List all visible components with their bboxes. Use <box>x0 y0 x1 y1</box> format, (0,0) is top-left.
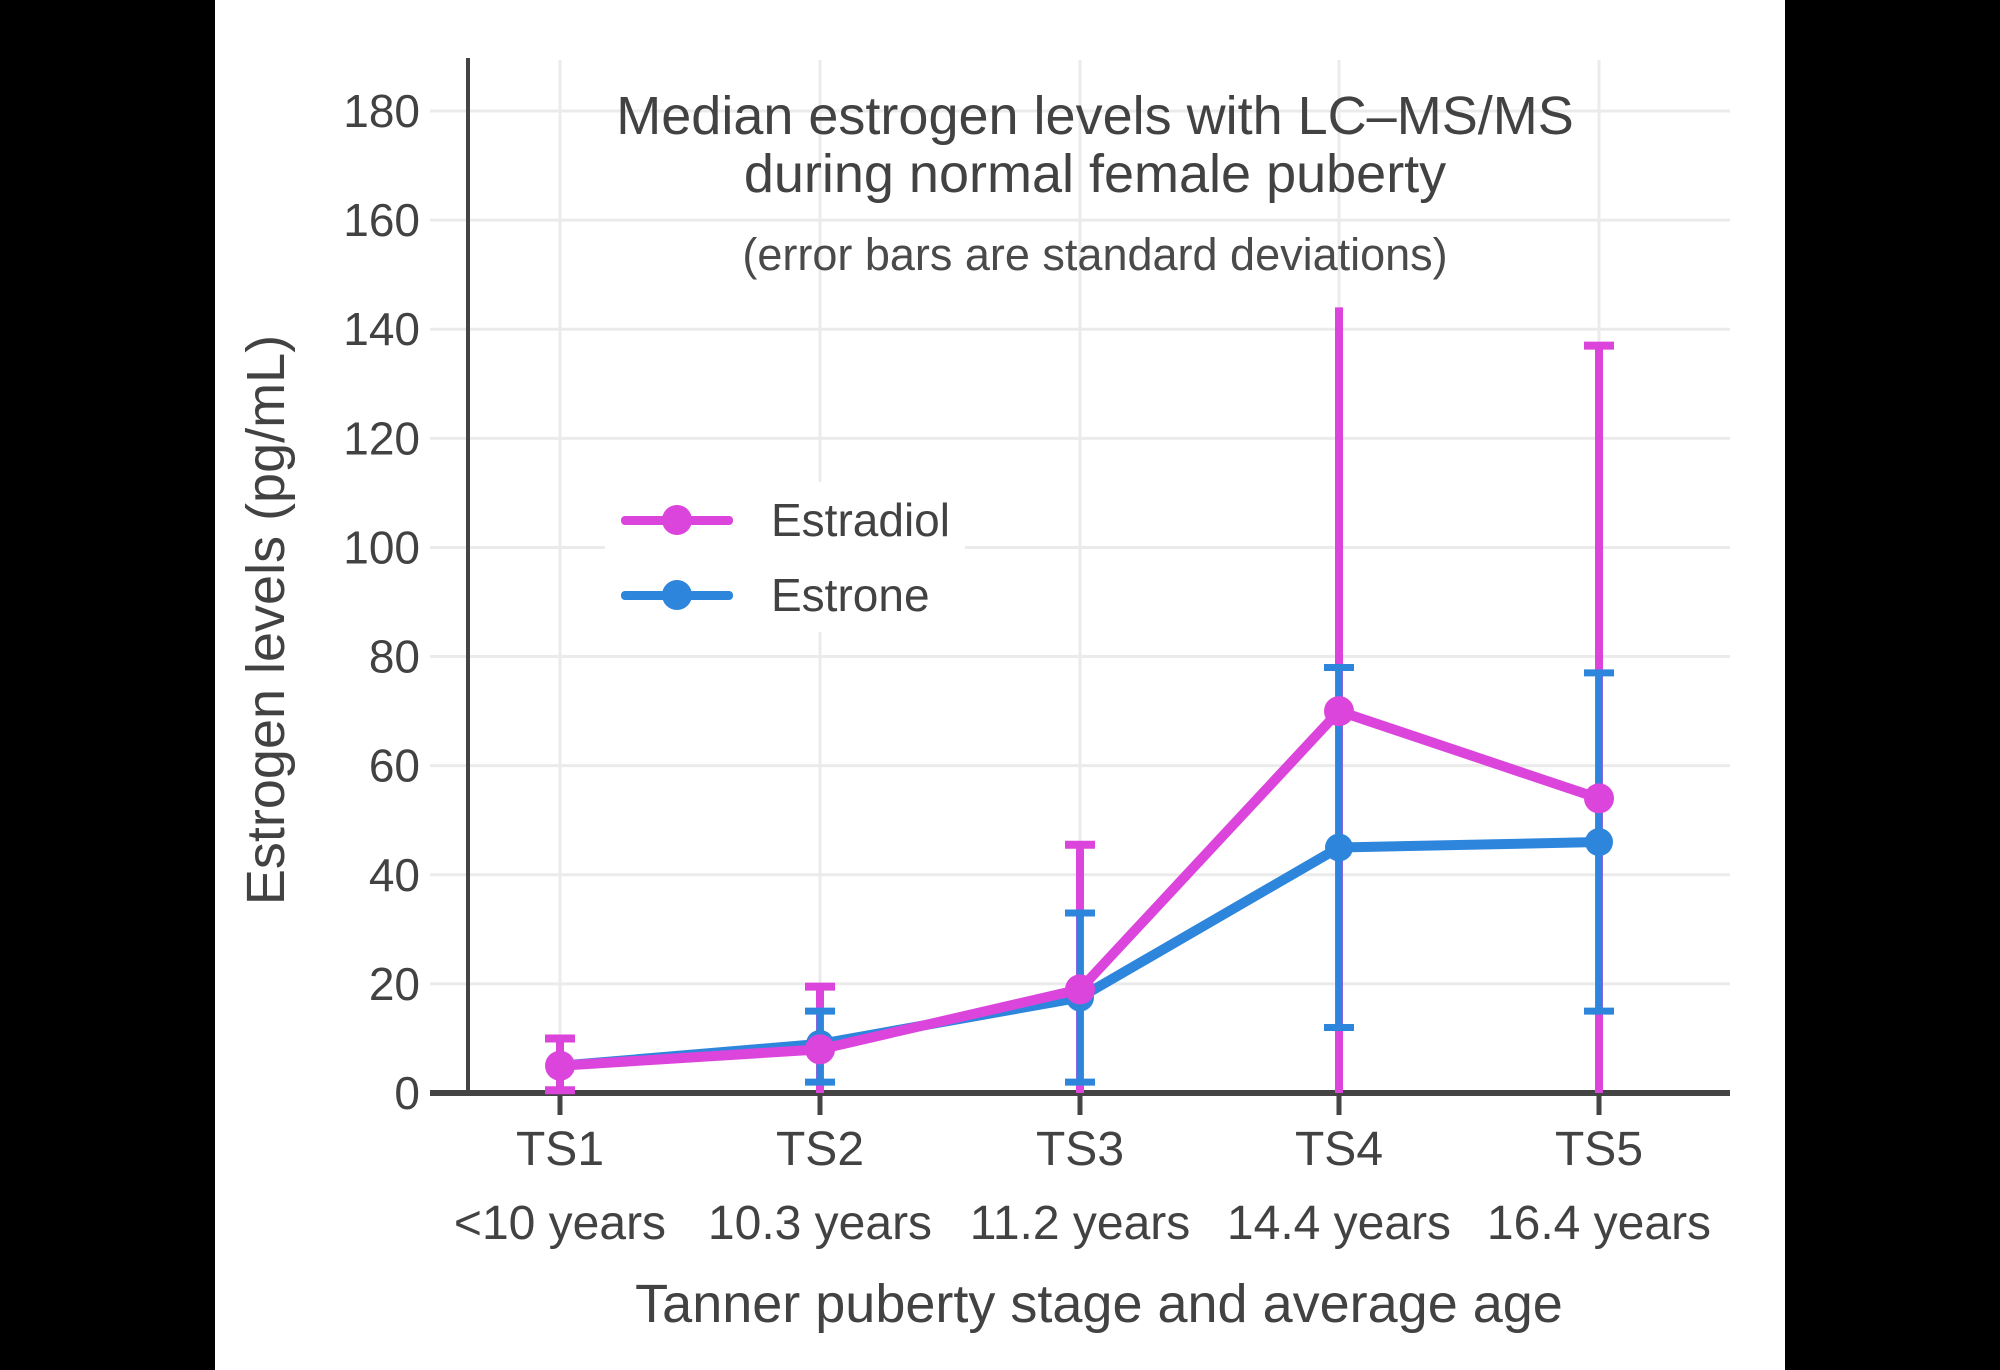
chart-title-line1: Median estrogen levels with LC–MS/MS <box>616 86 1574 146</box>
y-tick-label: 0 <box>394 1067 420 1119</box>
legend-marker-estradiol <box>662 504 692 535</box>
legend-item-estradiol[interactable]: Estradiol <box>605 493 965 547</box>
x-tick-label-stage: TS5 <box>1555 1123 1643 1176</box>
legend-swatch-estrone <box>621 579 733 611</box>
x-tick-label-stage: TS2 <box>776 1123 864 1176</box>
y-tick-label: 180 <box>343 85 420 137</box>
x-tick-label-age: 14.4 years <box>1227 1197 1451 1250</box>
marker-estradiol <box>545 1050 575 1081</box>
marker-estrone <box>1585 828 1613 857</box>
y-tick-label: 160 <box>343 194 420 246</box>
x-tick-label-stage: TS1 <box>516 1123 604 1176</box>
marker-estradiol <box>1584 783 1614 814</box>
y-tick-label: 140 <box>343 303 420 355</box>
legend-label-estrone: Estrone <box>771 568 930 621</box>
marker-estradiol <box>1324 696 1354 727</box>
x-tick-label-stage: TS4 <box>1295 1123 1383 1176</box>
x-tick-label-age: 16.4 years <box>1487 1197 1711 1250</box>
legend-swatch-estradiol <box>621 504 733 536</box>
legend-marker-estrone <box>662 579 692 610</box>
legend-label-estradiol: Estradiol <box>771 493 950 546</box>
legend-item-estrone[interactable]: Estrone <box>605 568 965 622</box>
x-tick-label-age: 10.3 years <box>708 1197 932 1250</box>
legend: Estradiol Estrone <box>605 482 965 632</box>
marker-estrone <box>1325 833 1353 862</box>
y-tick-label: 20 <box>369 958 420 1010</box>
y-axis-title: Estrogen levels (pg/mL) <box>236 334 296 906</box>
y-tick-label: 100 <box>343 521 420 573</box>
chart-title-line2: during normal female puberty <box>743 144 1447 204</box>
x-tick-label-age: 11.2 years <box>970 1197 1191 1250</box>
y-tick-label: 120 <box>343 412 420 464</box>
marker-estradiol <box>1065 974 1095 1005</box>
chart-panel <box>215 0 1785 1370</box>
marker-estradiol <box>805 1034 835 1065</box>
y-tick-label: 80 <box>369 631 420 683</box>
y-tick-label: 60 <box>369 740 420 792</box>
x-tick-label-age: <10 years <box>454 1197 666 1250</box>
x-tick-label-stage: TS3 <box>1036 1123 1124 1176</box>
chart-subtitle: (error bars are standard deviations) <box>742 229 1448 280</box>
x-axis-title: Tanner puberty stage and average age <box>635 1274 1563 1334</box>
y-tick-label: 40 <box>369 849 420 901</box>
